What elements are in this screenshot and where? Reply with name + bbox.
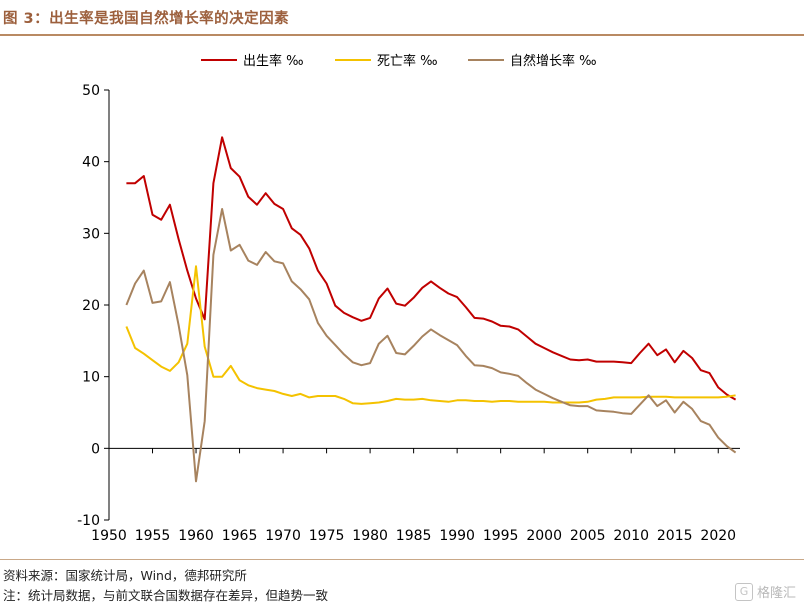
y-tick-label: 20 [82,298,100,314]
x-tick-label: 1955 [135,528,171,544]
x-tick-label: 1975 [309,528,345,544]
x-tick-label: 1990 [439,528,475,544]
x-tick-label: 1995 [483,528,519,544]
watermark-text: 格隆汇 [756,586,796,601]
x-tick-label: 2015 [657,528,693,544]
source-note: 资料来源：国家统计局，Wind，德邦研究所 [3,568,247,583]
x-tick-label: 1985 [396,528,432,544]
x-tick-label: 2000 [526,528,562,544]
x-tick-label: 1965 [222,528,258,544]
y-tick-label: -10 [77,513,100,529]
legend-label-1: 出生率 ‰ [243,53,304,69]
series-line-2 [125,265,736,405]
x-tick-label: 1970 [265,528,301,544]
y-tick-label: 40 [82,155,100,171]
footer-divider [0,559,804,560]
watermark: G 格隆汇 [734,582,796,601]
legend-label-3: 自然增长率 ‰ [510,53,597,69]
x-tick-label: 1980 [352,528,388,544]
series-line-3 [125,208,737,483]
y-tick-label: 30 [82,226,100,242]
figure-title: 图 3：出生率是我国自然增长率的决定因素 [3,11,290,27]
series-line-1 [126,136,737,401]
line-chart: 出生率 ‰ 死亡率 ‰ 自然增长率 ‰ -10 0 10 20 30 40 50 1950 1955… [77,53,740,544]
footnote: 注：统计局数据，与前文联合国数据存在差异，但趋势一致 [3,588,329,603]
x-tick-label: 1950 [91,528,127,544]
y-tick-label: 50 [82,83,100,99]
chart-legend: 出生率 ‰ 死亡率 ‰ 自然增长率 ‰ [201,53,597,69]
chart-axes: -10 0 10 20 30 40 50 1950 1955 1960 1965 1970 1975 19… [77,83,740,544]
x-tick-label: 2010 [613,528,649,544]
y-tick-label: 0 [91,441,100,457]
legend-label-2: 死亡率 ‰ [377,53,438,69]
y-tick-label: 10 [82,370,100,386]
header-divider [0,34,804,36]
chart-series [125,136,737,483]
x-tick-label: 1960 [178,528,214,544]
x-tick-label: 2020 [700,528,736,544]
watermark-logo-icon: G [734,582,753,601]
x-tick-label: 2005 [570,528,606,544]
figure-header: 图 3：出生率是我国自然增长率的决定因素 [0,0,804,38]
